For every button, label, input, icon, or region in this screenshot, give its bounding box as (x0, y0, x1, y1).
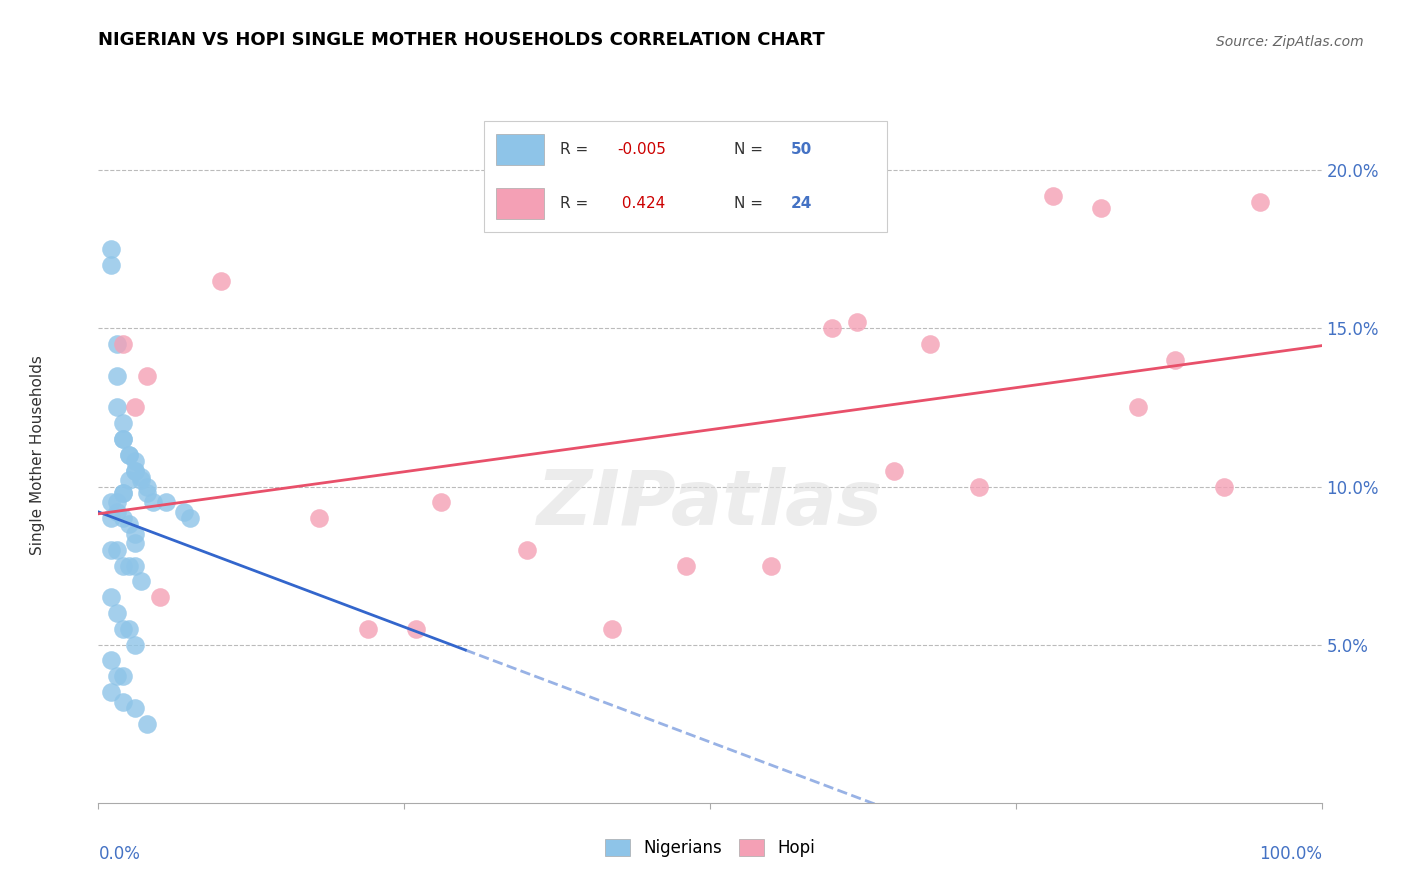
Point (1212, 479, 1234, 493)
Point (118, 473, 141, 487)
Text: ZIPatlas: ZIPatlas (537, 467, 883, 541)
Point (136, 368, 159, 383)
Point (105, 401, 128, 415)
Point (100, 495, 122, 509)
Point (100, 685, 122, 699)
Point (105, 542, 128, 557)
Point (173, 505, 195, 519)
Point (105, 606, 128, 620)
Text: Source: ZipAtlas.com: Source: ZipAtlas.com (1216, 35, 1364, 49)
Point (136, 486, 159, 500)
Point (111, 337, 134, 351)
Point (124, 401, 146, 415)
Point (100, 511, 122, 525)
Point (155, 495, 177, 509)
Point (920, 337, 942, 351)
Point (600, 622, 623, 636)
Text: Single Mother Households: Single Mother Households (30, 355, 45, 555)
Text: 0.0%: 0.0% (98, 845, 141, 863)
Point (129, 473, 152, 487)
Text: NIGERIAN VS HOPI SINGLE MOTHER HOUSEHOLDS CORRELATION CHART: NIGERIAN VS HOPI SINGLE MOTHER HOUSEHOLD… (98, 31, 825, 49)
Point (100, 653, 122, 667)
Point (129, 470, 152, 484)
Point (100, 243, 122, 257)
Point (118, 558, 141, 573)
Point (883, 464, 905, 478)
Point (1250, 194, 1272, 209)
Point (100, 258, 122, 272)
Point (124, 558, 146, 573)
Point (105, 368, 128, 383)
Point (405, 622, 427, 636)
Point (761, 558, 783, 573)
Legend: Nigerians, Hopi: Nigerians, Hopi (599, 832, 821, 864)
Point (105, 669, 128, 683)
Point (118, 517, 141, 532)
Point (118, 448, 141, 462)
Point (111, 432, 134, 446)
Point (308, 511, 330, 525)
Point (111, 486, 134, 500)
Point (1128, 401, 1150, 415)
Point (124, 454, 146, 468)
Point (100, 591, 122, 605)
Point (821, 321, 844, 335)
Point (516, 542, 538, 557)
Point (118, 622, 141, 636)
Point (105, 495, 128, 509)
Point (111, 417, 134, 431)
Point (105, 337, 128, 351)
Point (124, 527, 146, 541)
Point (129, 574, 152, 589)
Point (136, 716, 159, 731)
Text: 100.0%: 100.0% (1258, 845, 1322, 863)
Point (430, 495, 453, 509)
Point (967, 479, 990, 493)
Point (124, 638, 146, 652)
Point (142, 495, 165, 509)
Point (111, 622, 134, 636)
Point (209, 274, 232, 288)
Point (124, 464, 146, 478)
Point (845, 315, 868, 329)
Point (124, 536, 146, 550)
Point (1090, 201, 1112, 215)
Point (179, 511, 201, 525)
Point (111, 558, 134, 573)
Point (149, 591, 172, 605)
Point (118, 448, 141, 462)
Point (105, 505, 128, 519)
Point (100, 542, 122, 557)
Point (111, 486, 134, 500)
Point (356, 622, 378, 636)
Point (1042, 188, 1064, 202)
Point (675, 558, 697, 573)
Point (124, 701, 146, 715)
Point (136, 479, 159, 493)
Point (111, 695, 134, 709)
Point (124, 464, 146, 478)
Point (111, 669, 134, 683)
Point (1164, 353, 1187, 368)
Point (111, 432, 134, 446)
Point (111, 511, 134, 525)
